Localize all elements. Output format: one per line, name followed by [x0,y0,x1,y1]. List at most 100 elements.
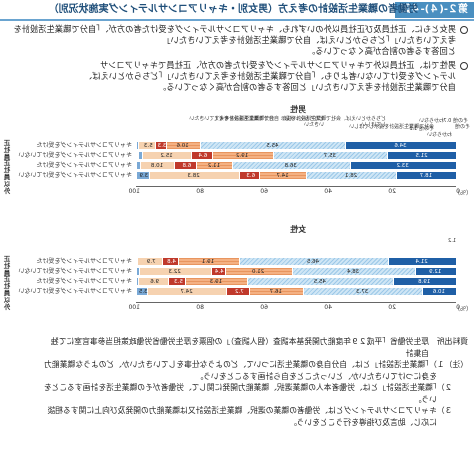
data-label: 11.2 [207,162,221,169]
bar-segment [136,162,140,169]
group-label: 正社員以外 [3,159,11,195]
note-line: を身につけていきたいか、といったことを自ら計画することをいう。 [195,371,468,381]
bullet-line: と回答する者の割合が高くなっている。 [307,46,456,56]
bullet-line: 自分で職業生活設計を考えていきたい」と回答する者の割合が高くなっている。 [158,82,456,92]
callout-label: その他 0.7 [443,118,468,124]
callout-label: その他 1.2 [409,126,434,132]
data-label: 4.4 [214,268,224,275]
data-label: 34.6 [394,142,407,149]
figure-header: 第２-(４)-４図 労働者の職業生活設計の考え方（男女別・キャリアコンサルティン… [0,0,474,21]
legend-label: その他 [454,124,470,130]
axis-tick: 60 [260,304,268,311]
callout-label: 1.2 [448,238,456,244]
data-label: 3.5 [138,288,148,295]
data-label: 21.0 [252,268,265,275]
bar-row [136,258,456,265]
summary-bullets: 男女ともに、正社員及び正社員以外のいずれも、キャリアコンサルティングを受けた者の… [6,24,468,96]
data-label: 10.6 [432,288,446,295]
data-label: 16.7 [269,288,282,295]
note-line: 資料出所 厚生労働省「平成２９年度能力開発基本調査（個人調査）」の個票を厚生労働… [50,337,468,346]
data-label: 7.9 [146,258,156,265]
summary-bullet: 男女ともに、正社員及び正社員以外のいずれも、キャリアコンサルティングを受けた者の… [6,24,468,57]
data-label: 19.1 [201,258,215,265]
unit-label: （％） [453,190,472,197]
unit-label: （％） [453,306,472,313]
row-label: キャリアコンサルティングを受けた [36,258,132,265]
bullet-line: ルティングを受けていない者よりも、「自分で職業生活設計を考えていきたい」「どちら… [83,71,456,81]
data-label: 18.7 [419,172,433,179]
note-line: いう。 [413,394,468,404]
axis-tick: 100 [128,188,140,195]
summary-bullet: 男性では、正社員以外でキャリアコンサルティングを受けた者の方が、正社員でキャリア… [6,60,468,93]
row-label: キャリアコンサルティングを受けた [36,142,132,149]
data-label: 35.7 [323,152,337,159]
group-label: 正社員以外 [3,275,11,311]
callout-label: わからない [418,118,444,124]
data-label: 12.9 [429,268,442,275]
bar-row [136,278,456,285]
note-line: に応じ、助言及び指導を行うことをいう。 [289,417,468,427]
data-label: 45.5 [313,278,326,285]
legend-label: わからない [426,132,452,138]
row-label: キャリアコンサルティングを受けていない [18,268,132,275]
note-line: 自集計 [405,348,468,358]
data-label: 10.8 [150,162,164,169]
data-label: 28.3 [187,172,200,179]
data-label: 19.2 [236,152,249,159]
data-label: 15.2 [160,152,173,159]
x-axis [136,302,456,303]
bar-row [136,172,456,179]
data-label: 4.8 [167,258,176,265]
data-label: 33.2 [396,162,409,169]
chart-title: 女性 [290,225,306,234]
row-label: キャリアコンサルティングを受けていない [18,288,132,295]
data-label: 24.7 [180,288,193,295]
bar-segment [136,268,140,275]
source-notes: 資料出所 厚生労働省「平成２９年度能力開発基本調査（個人調査）」の個票を厚生労働… [6,336,468,428]
note-line: ２）「職業生活設計」とは、労働者本人の職業選択、職業能力開発に関して、労働者がそ… [43,383,468,392]
data-label: 10.6 [176,142,189,149]
data-label: 19.8 [418,278,431,285]
x-axis [136,186,456,187]
axis-tick: 80 [196,188,204,195]
data-label: 14.7 [276,172,289,179]
row-label: キャリアコンサルティングを受けていない [18,172,132,179]
data-label: 3.9 [139,172,149,179]
group-label: 正社員 [3,255,11,277]
bar-row [136,268,456,275]
data-label: 28.1 [344,172,358,179]
row-label: キャリアコンサルティングを受けていない [18,152,132,159]
data-label: 19.3 [209,278,223,285]
bar-segment [136,278,138,285]
data-label: 7.2 [235,288,244,295]
data-label: 6.4 [198,152,208,159]
data-label: 37.3 [356,288,369,295]
bar-segment [136,142,139,149]
data-label: 21.5 [415,152,428,159]
axis-tick: 20 [388,304,396,311]
data-label: 22.3 [168,268,181,275]
note-line: ３）キャリアコンサルティングとは、労働者の職業の選択、職業生活設計又は職業能力の… [47,406,468,415]
data-label: 6.3 [246,172,256,179]
data-label: 45.5 [266,142,279,149]
row-label: キャリアコンサルティングを受けた [36,278,132,285]
row-label: キャリアコンサルティングを受けた [36,162,132,169]
note-line: （注）１）「職業生活設計」とは、自分自身の職業生活について、どのような仕事をして… [44,360,468,369]
bar-segment [136,258,137,265]
header-rule [0,19,474,21]
bullet-line: 男女ともに、正社員及び正社員以外のいずれも、キャリアコンサルティングを受けた者の… [13,24,456,45]
axis-tick: 80 [196,304,204,311]
data-label: 6.8 [182,162,192,169]
data-label: 46.5 [306,258,320,265]
data-label: 3.3 [157,142,167,149]
bar-row [136,152,456,159]
data-label: 5.3 [143,142,153,149]
data-label: 21.4 [415,258,428,265]
figure-title: 労働者の職業生活設計の考え方（男女別・キャリアコンサルティング実施状況別） [48,4,418,15]
group-label: 正社員 [3,139,11,161]
bar-segment [137,152,143,159]
axis-tick: 40 [324,304,332,311]
data-label: 9.6 [150,278,159,285]
bullet-line: 男性では、正社員以外でキャリアコンサルティングを受けた者の方が、正社員でキャリア… [99,60,456,70]
